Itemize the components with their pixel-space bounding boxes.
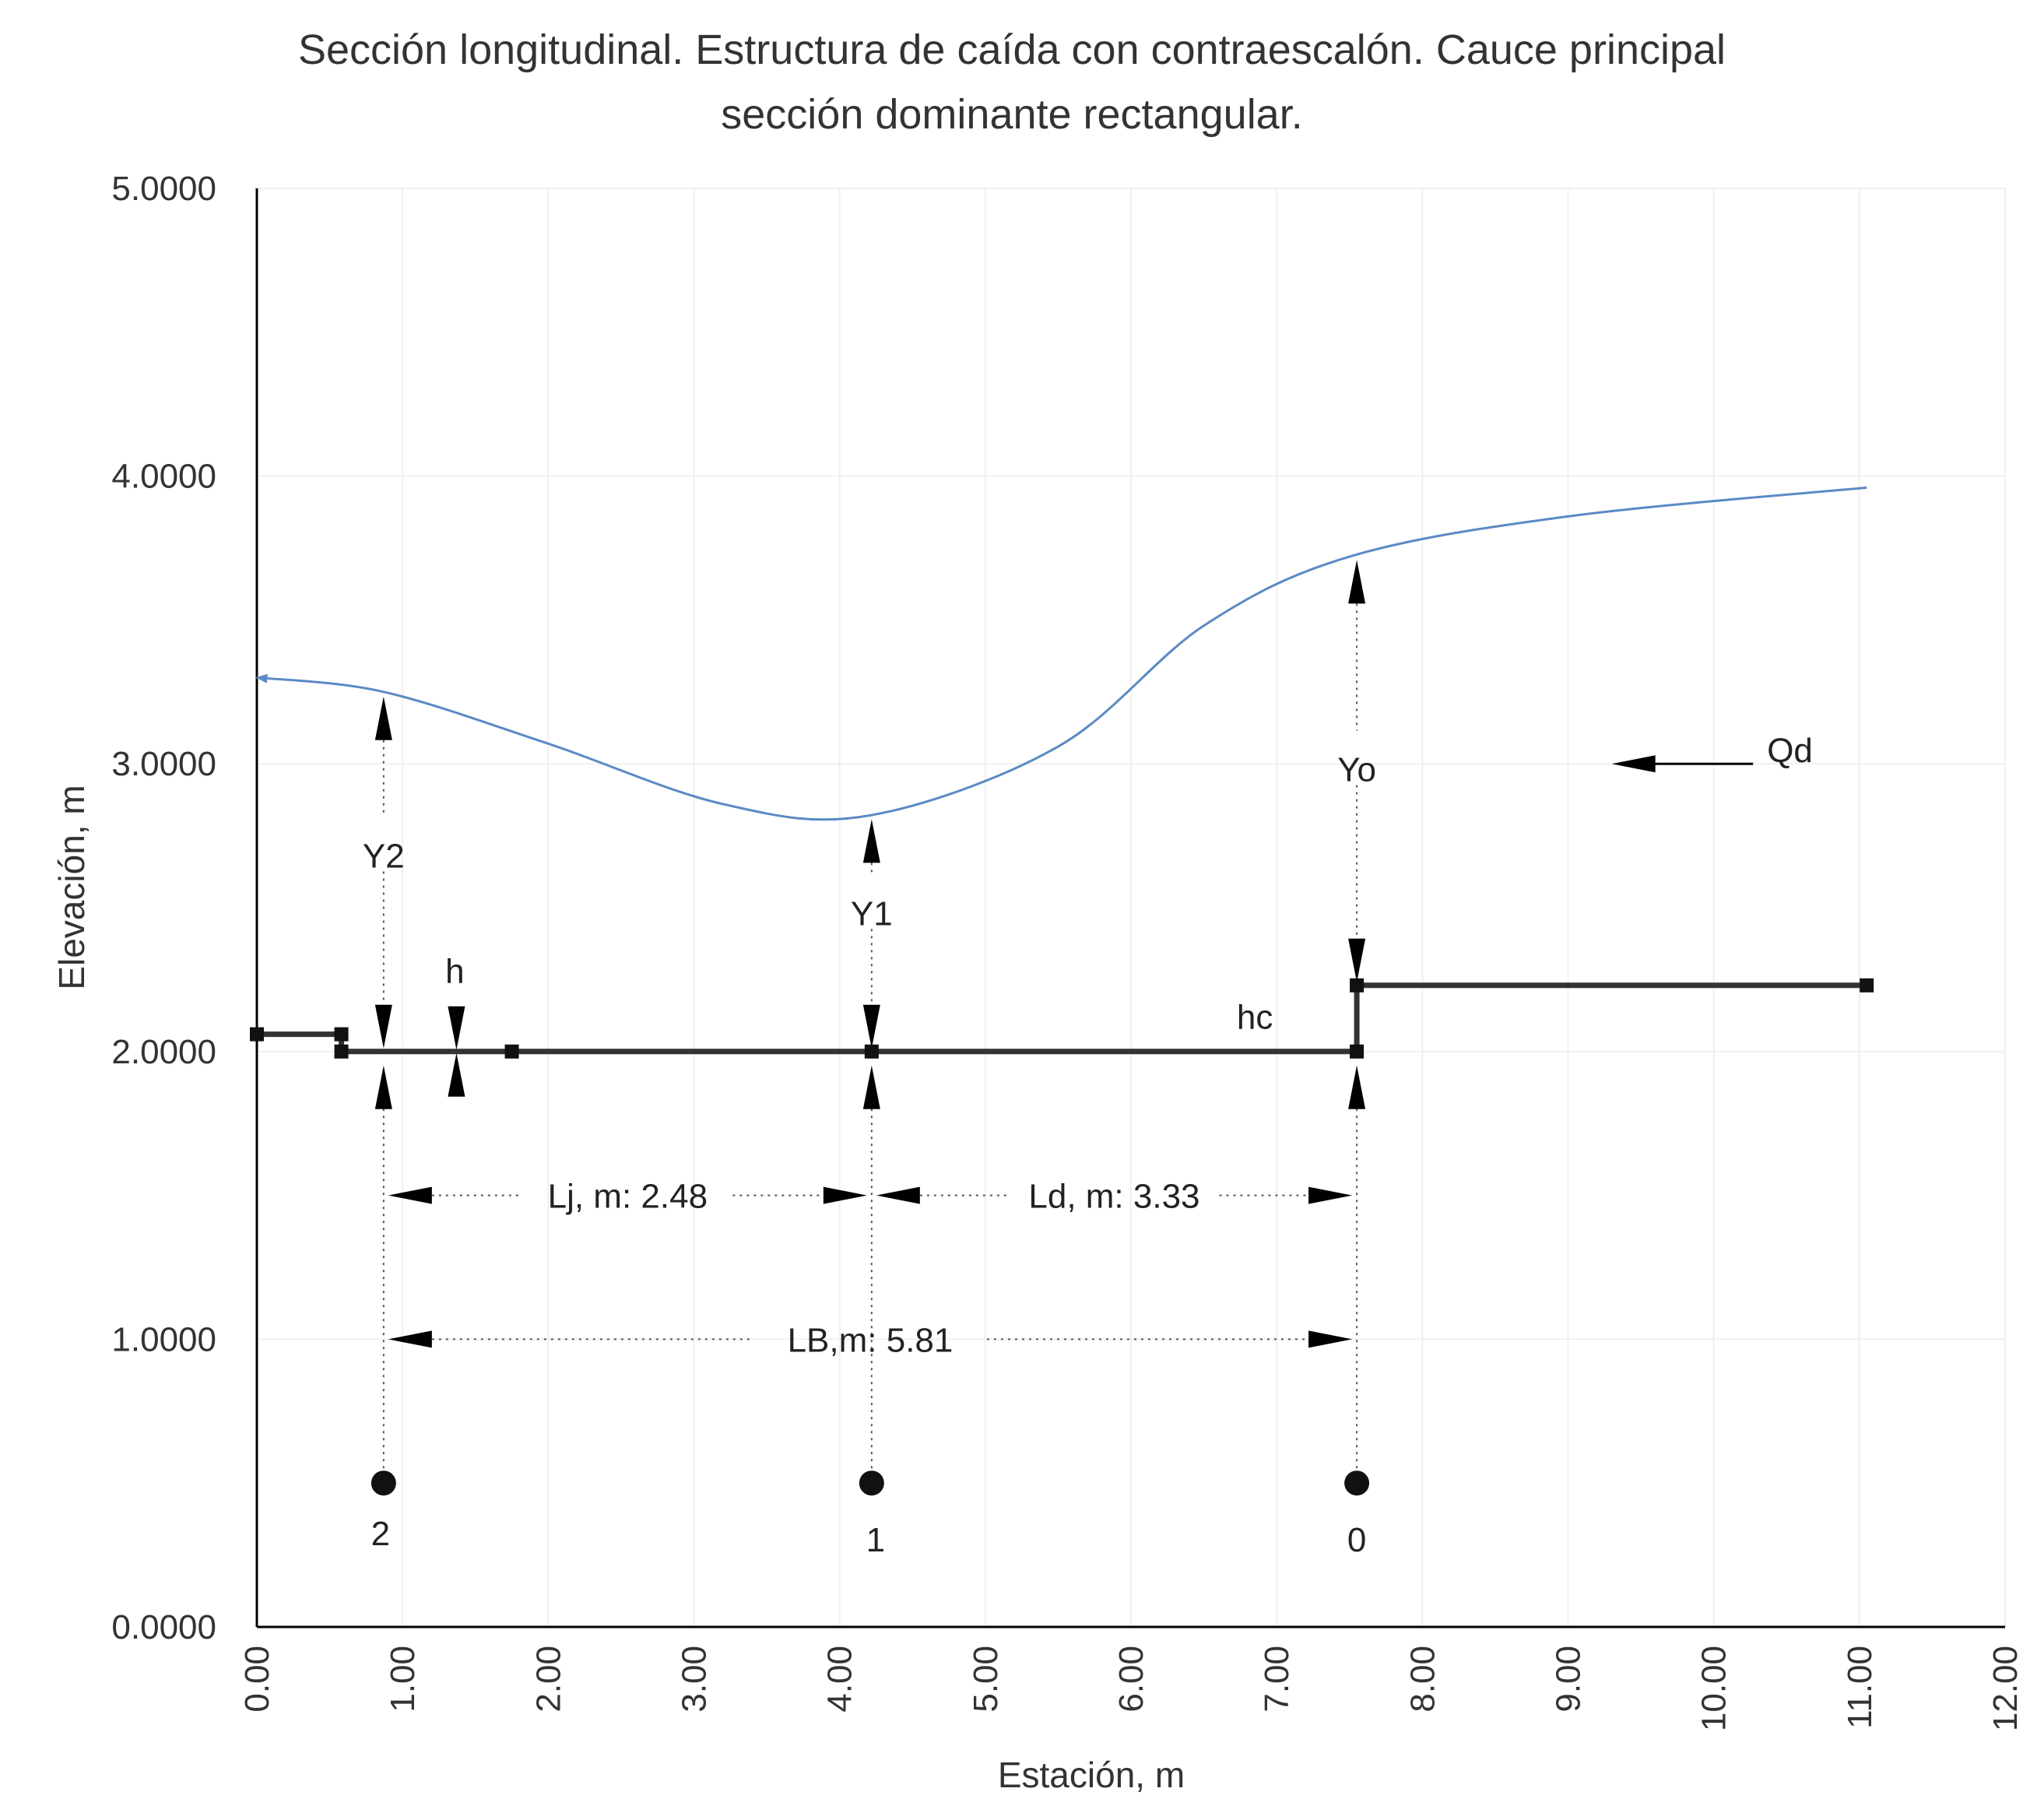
channel-bed-point [1350,978,1364,993]
x-tick-label: 12.00 [1986,1646,2023,1731]
x-tick-label: 2.00 [529,1646,567,1713]
h-arrow-up [448,1052,465,1097]
station-label: 1 [866,1521,885,1559]
channel-bed-point [334,1027,349,1042]
station-point [371,1470,396,1496]
annotation-layer: Y2 Y1 Yo h hc Lj, m: 2.48 Ld, m: 3.33 LB,m: 5.8… [363,732,1813,1559]
depth-arrow-down [374,1004,392,1049]
channel-bed-point [1350,1044,1364,1059]
depth-label-y2: Y2 [363,837,405,875]
length-lj-arrow-right [823,1186,867,1204]
length-lj-label: Lj, m: 2.48 [548,1178,708,1216]
x-tick-label: 3.00 [676,1646,714,1713]
channel-bed-line [257,982,1867,1055]
bed-arrow-up [1348,1065,1366,1109]
x-tick-label: 4.00 [821,1646,859,1713]
y-tick-label: 2.0000 [111,1033,216,1071]
channel-bed-point [1860,978,1874,993]
label-hc: hc [1237,998,1273,1036]
length-lb-label: LB,m: 5.81 [788,1321,954,1359]
depth-arrow-down [1348,938,1366,982]
x-tick-label: 1.00 [384,1646,422,1713]
y-tick-label: 5.0000 [111,170,216,208]
x-tick-label: 9.00 [1550,1646,1588,1713]
length-ld-label: Ld, m: 3.33 [1028,1178,1199,1216]
station-point [1344,1470,1370,1496]
series-layer [250,486,1874,1496]
y-tick-label: 3.0000 [111,745,216,783]
y-axis-title: Elevación, m [51,785,92,989]
depth-arrow-down [862,1004,880,1049]
depth-arrow-up [374,696,392,740]
flow-arrowhead [1611,755,1656,773]
depth-arrow-up [1348,560,1366,604]
x-tick-label: 11.00 [1841,1646,1879,1729]
chart-title-line2: sección dominante rectangular. [721,91,1302,138]
x-axis-title: Estación, m [998,1755,1185,1795]
depth-arrow-up [862,819,880,863]
y-tick-label: 0.0000 [111,1608,216,1646]
grid-layer [257,188,2006,1627]
channel-bed-point [334,1044,349,1059]
station-label: 2 [371,1515,390,1553]
flow-label: Qd [1767,732,1813,770]
depth-label-yo: Yo [1337,751,1376,789]
chart-title-line1: Sección longitudinal. Estructura de caíd… [298,26,1726,73]
x-tick-label: 8.00 [1403,1646,1442,1713]
x-tick-label: 0.00 [238,1646,276,1713]
y-tick-label: 1.0000 [111,1320,216,1358]
channel-bed-point [504,1044,519,1059]
x-tick-label: 7.00 [1258,1646,1296,1713]
step-label-h: h [445,952,464,990]
station-label: 0 [1347,1521,1366,1559]
water-surface-line [255,486,1867,821]
depth-label-y1: Y1 [851,894,893,933]
x-tick-label: 5.00 [967,1646,1005,1713]
length-ld-arrow-right [1308,1186,1353,1204]
length-lb-arrow-left [388,1330,432,1348]
y-tick-label: 4.0000 [111,458,216,496]
station-point [859,1470,884,1496]
x-tick-label: 10.00 [1695,1646,1733,1731]
h-arrow-down [448,1006,465,1050]
dimension-layer [374,560,1366,1476]
bed-arrow-up [862,1065,880,1109]
x-tick-label: 6.00 [1112,1646,1150,1713]
length-ld-arrow-left [876,1186,920,1204]
bed-arrow-up [374,1065,392,1109]
channel-bed-point [250,1027,264,1042]
axes-layer [255,188,2005,1629]
channel-bed-point [864,1044,879,1059]
ticks-layer: 0.00 1.00 2.00 3.00 4.00 5.00 6.00 7.00 8.00 9.00… [111,170,2023,1731]
length-lb-arrow-right [1308,1330,1353,1348]
length-lj-arrow-left [388,1186,432,1204]
